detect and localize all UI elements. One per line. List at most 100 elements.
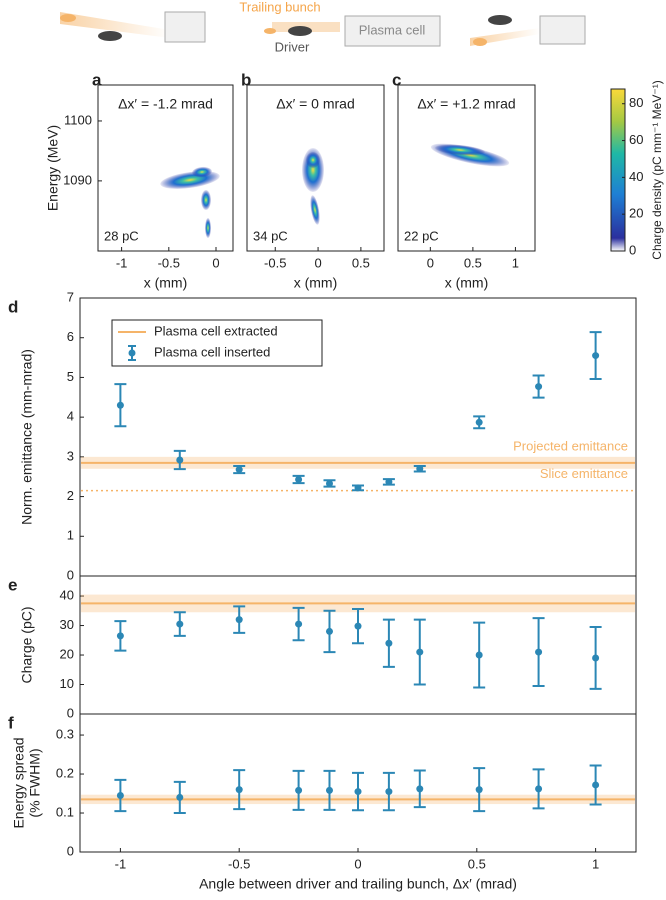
data-point: [416, 785, 424, 793]
data-point: [416, 648, 424, 656]
legend-label: Plasma cell extracted: [154, 323, 278, 338]
x-tick-label: -0.5: [264, 255, 286, 270]
data-point: [385, 478, 393, 486]
data-point: [116, 791, 124, 799]
x-tick-label: 1: [512, 255, 519, 270]
beam-image: [310, 195, 320, 225]
x-tick-label: 0.5: [464, 255, 482, 270]
y-tick-label: 5: [67, 369, 74, 384]
beam-image: [192, 166, 212, 178]
data-point: [176, 620, 184, 628]
data-point: [354, 484, 362, 492]
data-point: [475, 651, 483, 659]
data-point: [325, 627, 333, 635]
y-tick-label: 0: [67, 843, 74, 858]
panel-letter: a: [92, 70, 102, 89]
reference-label: Slice emittance: [540, 466, 628, 481]
panel-letter: c: [392, 70, 401, 89]
panel-letter: b: [241, 70, 251, 89]
reference-label: Projected emittance: [513, 438, 628, 453]
y-axis-label: Charge (pC): [19, 606, 35, 683]
x-tick-label: 0: [212, 255, 219, 270]
data-point: [535, 648, 543, 656]
data-point: [116, 632, 124, 640]
y-axis-label: Energy (MeV): [45, 125, 61, 211]
y-axis-label: Norm. emittance (mm-mrad): [19, 349, 35, 525]
colorbar: [610, 88, 626, 252]
y-axis-label: Energy spread: [11, 737, 27, 828]
y-tick-label: 0.2: [56, 765, 74, 780]
y-tick-label: 1100: [64, 112, 92, 127]
data-point: [592, 654, 600, 662]
schematic-label: Driver: [275, 39, 310, 54]
data-point: [592, 781, 600, 789]
data-point: [325, 479, 333, 487]
schematic: Trailing bunch Plasma cell Driver: [60, 0, 586, 54]
data-point: [295, 475, 303, 483]
panel-letter: f: [8, 713, 14, 732]
y-tick-label: 40: [60, 587, 74, 602]
panel-title: Δx′ = 0 mrad: [276, 96, 355, 112]
y-tick-label: 30: [60, 617, 74, 632]
y-tick-label: 2: [67, 488, 74, 503]
data-point: [176, 456, 184, 464]
panel-title: Δx′ = +1.2 mrad: [417, 96, 515, 112]
data-point: [385, 788, 393, 796]
y-tick-label: 0: [67, 567, 74, 582]
plot-frame: [397, 84, 536, 252]
y-tick-label: 4: [67, 409, 74, 424]
beam-image: [435, 144, 485, 156]
charge-annotation: 22 pC: [404, 228, 439, 243]
y-tick-label: 3: [67, 448, 74, 463]
y-tick-label: 1: [67, 528, 74, 543]
charge-annotation: 34 pC: [253, 228, 288, 243]
y-tick-label: 1090: [63, 172, 92, 187]
x-tick-label: 0: [427, 255, 434, 270]
panel-letter: e: [8, 575, 17, 594]
y-tick-label: 0.1: [56, 804, 74, 819]
x-tick-label: 1: [592, 856, 599, 871]
data-point: [535, 785, 543, 793]
x-tick-label: 0.5: [352, 255, 370, 270]
beam-image: [205, 218, 211, 238]
data-point: [235, 786, 243, 794]
x-axis-label: x (mm): [294, 275, 338, 291]
x-tick-label: 0: [314, 255, 321, 270]
data-point: [295, 786, 303, 794]
legend-label: Plasma cell inserted: [154, 344, 270, 359]
data-point: [176, 793, 184, 801]
x-axis-label: x (mm): [445, 275, 489, 291]
schematic-label: Plasma cell: [359, 22, 426, 37]
y-tick-label: 10: [60, 676, 74, 691]
data-point: [116, 401, 124, 409]
plot-frame: [79, 575, 637, 715]
colorbar-tick-label: 60: [629, 132, 643, 147]
y-tick-label: 0: [67, 705, 74, 720]
legend-swatch: [128, 349, 136, 357]
x-tick-label: -1: [116, 255, 128, 270]
colorbar-tick-label: 40: [629, 169, 643, 184]
panel-letter: d: [8, 297, 18, 316]
colorbar-tick-label: 20: [629, 206, 643, 221]
data-point: [385, 639, 393, 647]
x-tick-label: 0.5: [468, 856, 486, 871]
beam-image: [306, 152, 320, 168]
x-tick-label: -0.5: [158, 255, 180, 270]
y-tick-label: 7: [67, 289, 74, 304]
schematic-label: Trailing bunch: [239, 0, 320, 14]
y-tick-label: 6: [67, 329, 74, 344]
data-point: [325, 786, 333, 794]
panel-title: Δx′ = -1.2 mrad: [118, 96, 213, 112]
legend-box: [111, 319, 323, 367]
y-tick-label: 20: [60, 646, 74, 661]
x-tick-label: -1: [115, 856, 127, 871]
y-tick-label: 0.3: [56, 726, 74, 741]
data-point: [416, 465, 424, 473]
y-axis-label: (% FWHM): [27, 748, 43, 817]
x-tick-label: -0.5: [228, 856, 250, 871]
colorbar-label: Charge density (pC mm⁻¹ MeV⁻¹): [650, 80, 664, 259]
charge-annotation: 28 pC: [104, 228, 139, 243]
data-point: [354, 788, 362, 796]
data-point: [535, 383, 543, 391]
